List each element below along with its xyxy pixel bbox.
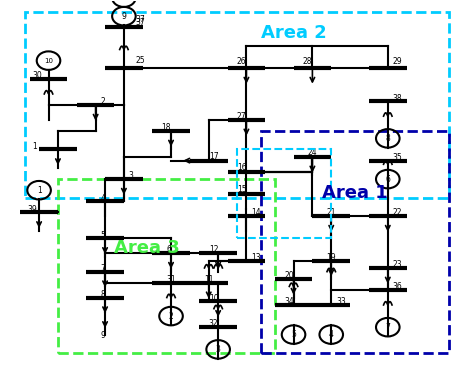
Text: 26: 26: [237, 57, 246, 66]
Text: 34: 34: [284, 297, 294, 306]
Text: 13: 13: [251, 253, 261, 262]
Bar: [237, 150, 331, 238]
Text: 39: 39: [27, 205, 37, 214]
Text: Area 3: Area 3: [115, 239, 180, 257]
Text: 9: 9: [121, 12, 127, 21]
Text: 22: 22: [392, 209, 402, 217]
Text: 4: 4: [329, 330, 334, 339]
Bar: [261, 131, 449, 353]
Text: 37: 37: [136, 18, 146, 28]
Text: 2: 2: [169, 311, 173, 320]
Text: 33: 33: [336, 297, 346, 306]
Text: 8: 8: [100, 290, 105, 299]
Text: 7: 7: [385, 323, 390, 332]
Text: 9: 9: [100, 330, 105, 339]
Text: 32: 32: [209, 319, 219, 329]
Text: 14: 14: [251, 209, 261, 217]
Text: 5: 5: [291, 330, 296, 339]
Text: 6: 6: [385, 175, 390, 184]
Text: 17: 17: [209, 152, 219, 161]
Text: 27: 27: [237, 112, 246, 121]
Text: 3: 3: [216, 345, 220, 354]
Bar: [25, 13, 449, 198]
Text: 19: 19: [327, 253, 336, 262]
Text: 6: 6: [166, 245, 171, 254]
Text: 28: 28: [303, 57, 312, 66]
Text: 10: 10: [44, 57, 53, 64]
Text: Area 2: Area 2: [261, 24, 326, 43]
Text: 29: 29: [392, 57, 402, 66]
Bar: [58, 179, 275, 353]
Text: 21: 21: [327, 209, 336, 217]
Text: 20: 20: [284, 271, 294, 280]
Text: 30: 30: [32, 71, 42, 81]
Text: 7: 7: [100, 264, 105, 273]
Text: 2: 2: [100, 97, 105, 106]
Text: 36: 36: [392, 282, 402, 291]
Text: 4: 4: [100, 194, 105, 203]
Text: 24: 24: [308, 148, 317, 157]
Text: 16: 16: [237, 163, 246, 172]
Text: 31: 31: [166, 275, 176, 284]
Text: 11: 11: [204, 275, 213, 284]
Text: 10: 10: [209, 294, 219, 303]
Text: 5: 5: [100, 231, 105, 239]
Text: 38: 38: [392, 94, 402, 103]
Text: 1: 1: [32, 142, 37, 151]
Text: 1: 1: [36, 186, 41, 195]
Text: 37: 37: [136, 15, 146, 24]
Text: 15: 15: [237, 185, 246, 194]
Text: Area 1: Area 1: [322, 184, 388, 202]
Text: 25: 25: [136, 56, 146, 65]
Text: 18: 18: [162, 123, 171, 132]
Text: 3: 3: [128, 171, 134, 181]
Text: 8: 8: [385, 134, 390, 143]
Text: 12: 12: [209, 245, 218, 254]
Text: 35: 35: [392, 153, 402, 162]
Text: 23: 23: [392, 260, 402, 269]
